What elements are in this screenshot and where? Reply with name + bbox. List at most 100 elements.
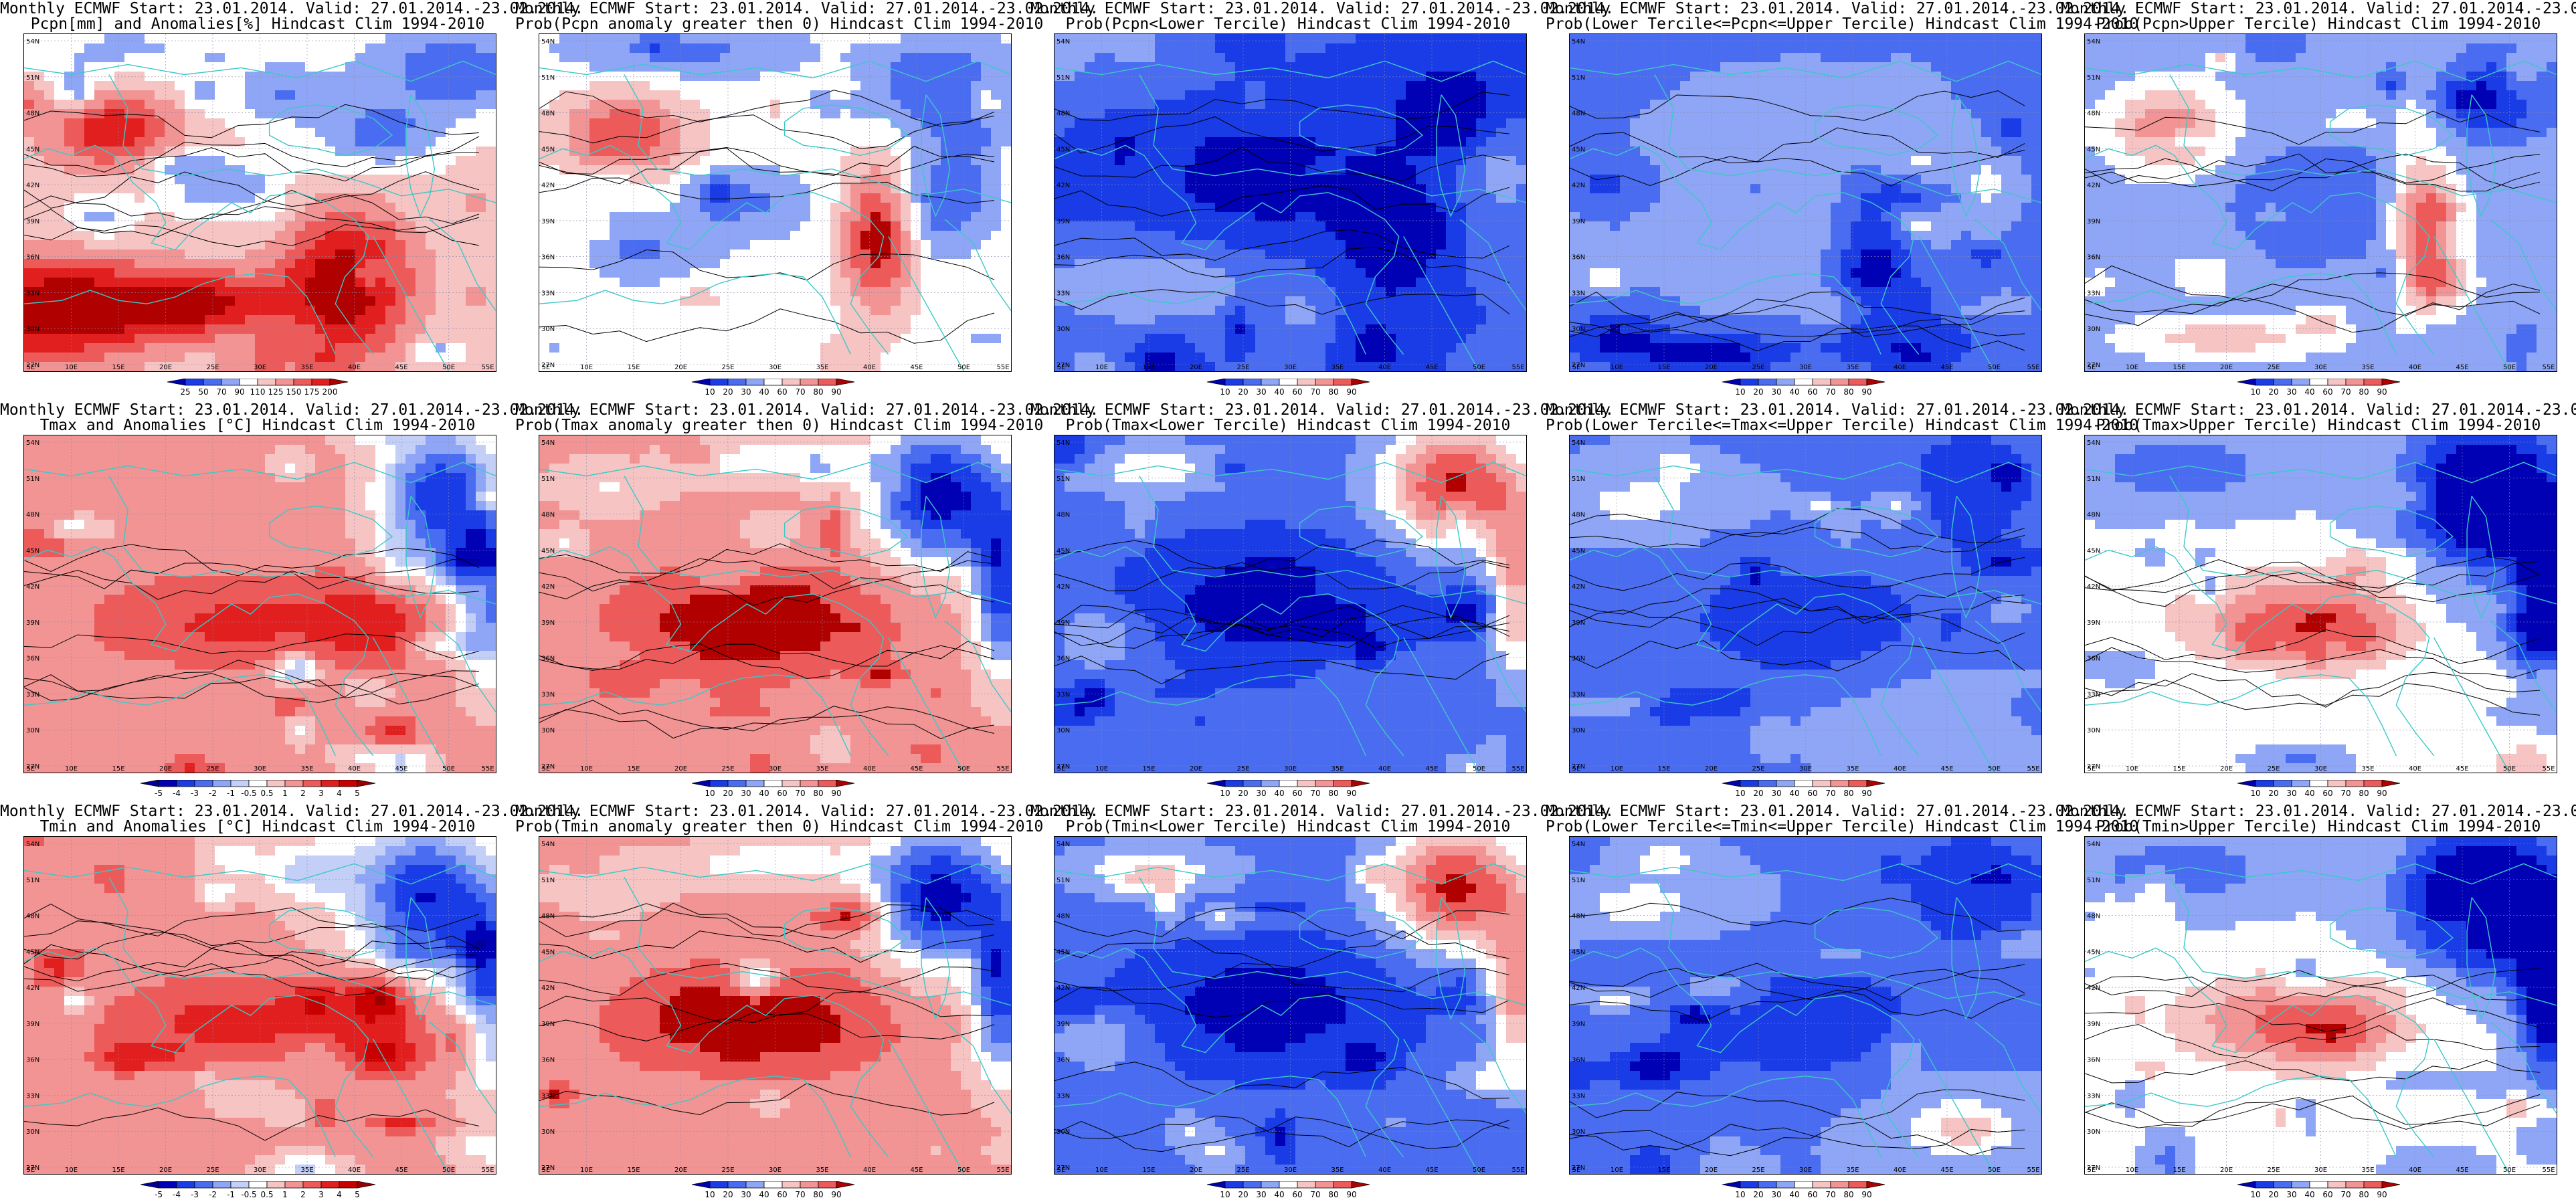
lat-tick-label: 42N (26, 583, 39, 591)
forecast-map: 54N 51N 48N 45N 42N 39N 36N 33N 30N 27N 5E 10E 15E 20… (1569, 435, 2042, 773)
lon-tick-label: 30E (1799, 765, 1812, 773)
lon-tick-label: 35E (816, 765, 828, 773)
colorbar: 10 20 30 40 60 70 80 90 (684, 379, 862, 399)
lat-tick-label: 48N (541, 110, 555, 118)
lon-tick-label: 25E (1236, 1167, 1249, 1174)
colorbar: 10 20 30 40 60 70 80 90 (2229, 1181, 2408, 1201)
panel-title-line2: Prob(Lower Tercile<=Pcpn<=Upper Tercile)… (1546, 16, 2138, 33)
lon-tick-label: 5E (1057, 364, 1066, 371)
lat-tick-label: 54N (541, 38, 555, 45)
lat-tick-label: 42N (541, 583, 555, 591)
colorbar-tick-label: 30 (2286, 1190, 2296, 1199)
panel-title-line1: Monthly ECMWF Start: 23.01.2014. Valid: … (2061, 402, 2576, 419)
lon-tick-label: 45E (2456, 1167, 2468, 1174)
colorbar-swatch (836, 780, 855, 787)
lat-tick-label: 51N (1572, 74, 1585, 82)
lon-tick-label: 35E (1331, 1167, 1344, 1174)
colorbar-swatch (2273, 1181, 2292, 1189)
colorbar-tick-label: 70 (795, 1190, 805, 1199)
lat-tick-label: 45N (1056, 146, 1070, 153)
lon-tick-label: 15E (2173, 1167, 2185, 1174)
colorbar-swatch (357, 1181, 376, 1189)
lat-tick-label: 48N (2087, 110, 2100, 118)
lon-tick-label: 10E (2126, 765, 2138, 773)
colorbar-tick-label: 110 (250, 387, 266, 397)
colorbar-tick-label: 70 (1825, 1190, 1835, 1199)
lon-tick-label: 30E (1284, 364, 1297, 371)
colorbar-tick-label: 10 (2250, 1190, 2260, 1199)
lat-tick-label: 39N (2087, 1021, 2100, 1028)
lat-tick-label: 27N (26, 1165, 39, 1172)
lat-tick-label: 30N (541, 326, 555, 333)
colorbar-swatch (357, 780, 376, 787)
lat-tick-label: 51N (2087, 476, 2100, 483)
colorbar-tick-label: 10 (705, 789, 715, 798)
colorbar-tick-label: 80 (1843, 789, 1853, 798)
colorbar-swatch (2291, 1181, 2310, 1189)
lon-tick-label: 45E (395, 364, 407, 371)
colorbar-tick-label: 40 (1789, 387, 1799, 397)
lat-tick-label: 39N (1572, 218, 1585, 225)
colorbar-swatch (2291, 379, 2310, 386)
lat-tick-label: 39N (26, 619, 39, 627)
colorbar-tick-label: -0.5 (241, 789, 256, 798)
forecast-map: 54N 51N 48N 45N 42N 39N 36N 33N 30N 27N 5E 10E 15E 20… (539, 836, 1012, 1175)
lon-tick-label: 25E (721, 364, 734, 371)
lon-tick-label: 5E (27, 364, 35, 371)
coastlines (539, 863, 1011, 1174)
lat-tick-label: 39N (1056, 1021, 1070, 1028)
colorbar: 10 20 30 40 60 70 80 90 (1714, 780, 1893, 800)
lat-tick-label: 27N (1572, 763, 1585, 771)
colorbar-swatch (1866, 780, 1885, 787)
colorbar-tick-label: 10 (705, 387, 715, 397)
shaded-field (539, 435, 1011, 773)
colorbar-swatch (1848, 780, 1867, 787)
colorbar-tick-label: 4 (337, 789, 342, 798)
lon-tick-label: 10E (65, 765, 78, 773)
colorbar-tick-label: 30 (1771, 789, 1781, 798)
colorbar-swatch (2237, 1181, 2256, 1189)
colorbar-swatch (2255, 379, 2274, 386)
lat-tick-label: 48N (26, 512, 39, 519)
lon-tick-label: 35E (2361, 1167, 2374, 1174)
map-panel: Monthly ECMWF Start: 23.01.2014. Valid: … (2061, 0, 2576, 401)
colorbar-swatch (836, 379, 855, 386)
lon-tick-label: 50E (1988, 1167, 2001, 1174)
forecast-map: 54N 51N 48N 45N 42N 39N 36N 33N 30N 27N 5E 10E 15E 20… (1569, 836, 2042, 1175)
lon-tick-label: 25E (206, 1167, 219, 1174)
lon-tick-label: 30E (1284, 765, 1297, 773)
colorbar: 10 20 30 40 60 70 80 90 (2229, 379, 2408, 399)
lat-tick-label: 36N (2087, 656, 2100, 663)
lon-tick-label: 45E (395, 765, 407, 773)
panel-title-line1: Monthly ECMWF Start: 23.01.2014. Valid: … (1030, 402, 1614, 419)
colorbar-tick-label: 20 (2268, 789, 2278, 798)
colorbar-swatch (1351, 780, 1370, 787)
colorbar-swatch (836, 1181, 855, 1189)
colorbar-swatch (691, 780, 711, 787)
colorbar-swatch (302, 1181, 322, 1189)
lon-tick-label: 5E (1057, 1167, 1066, 1174)
lon-tick-label: 30E (769, 765, 781, 773)
lat-tick-label: 36N (26, 254, 39, 262)
lon-tick-label: 50E (1988, 364, 2001, 371)
lon-tick-label: 50E (957, 1167, 970, 1174)
lat-tick-label: 30N (1572, 326, 1585, 333)
colorbar-swatch (709, 379, 729, 386)
colorbar-swatch (1333, 1181, 1352, 1189)
colorbar-tick-label: 70 (2340, 387, 2351, 397)
map-panel: Monthly ECMWF Start: 23.01.2014. Valid: … (1546, 803, 2138, 1204)
colorbar-swatch (230, 780, 250, 787)
map-panel: Monthly ECMWF Start: 23.01.2014. Valid: … (0, 803, 583, 1204)
colorbar-swatch (781, 1181, 801, 1189)
lat-tick-label: 48N (1056, 512, 1070, 519)
lat-tick-label: 39N (1572, 1021, 1585, 1028)
colorbar-swatch (763, 379, 783, 386)
colorbar-swatch (2273, 780, 2292, 787)
colorbar-tick-label: -4 (173, 1190, 181, 1199)
